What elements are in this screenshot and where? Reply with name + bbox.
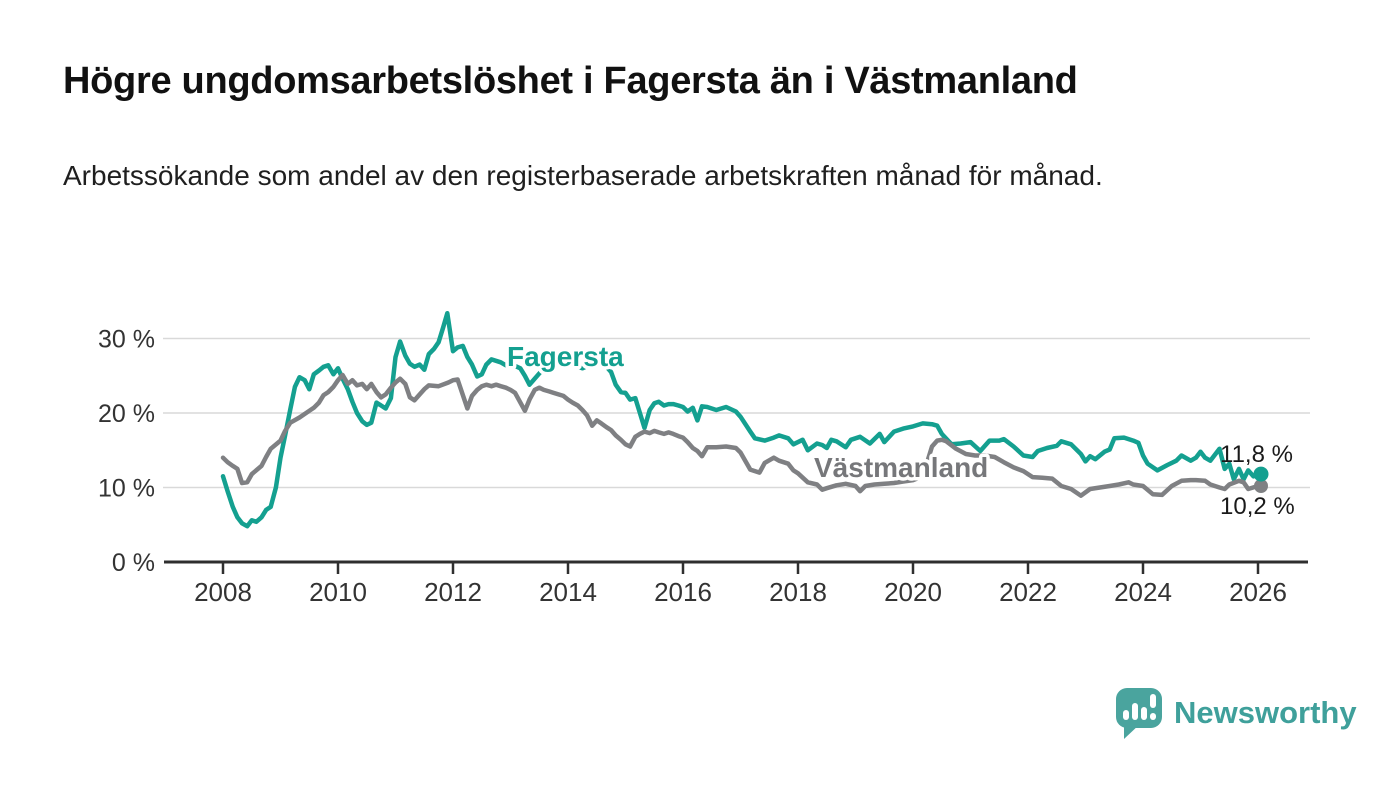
vastmanland-end-value: 10,2 % — [1220, 493, 1295, 520]
x-tick-label-2020: 2020 — [884, 577, 942, 607]
x-tick-label-2022: 2022 — [999, 577, 1057, 607]
fagersta-line — [220, 310, 1261, 529]
x-tick-label-2010: 2010 — [309, 577, 367, 607]
x-tick-label-2008: 2008 — [194, 577, 252, 607]
x-tick-label-2014: 2014 — [539, 577, 597, 607]
fagersta-end-value: 11,8 % — [1220, 441, 1293, 468]
vastmanland-line — [220, 372, 1261, 498]
y-tick-label-0: 0 % — [112, 549, 155, 577]
newsworthy-logo-text: Newsworthy — [1174, 695, 1357, 730]
y-tick-label-20: 20 % — [98, 400, 155, 428]
y-tick-label-10: 10 % — [98, 475, 155, 503]
x-tick-label-2024: 2024 — [1114, 577, 1172, 607]
fagersta-end-dot — [1253, 466, 1269, 482]
newsworthy-logo-icon — [1116, 688, 1162, 739]
page-subtitle: Arbetssökande som andel av den registerb… — [63, 160, 1103, 191]
fagersta-label: Fagersta — [507, 341, 624, 372]
page-title: Högre ungdomsarbetslöshet i Fagersta än … — [63, 60, 1078, 102]
x-tick-label-2016: 2016 — [654, 577, 712, 607]
x-tick-label-2012: 2012 — [424, 577, 482, 607]
newsworthy-logo: Newsworthy — [1114, 686, 1357, 740]
y-tick-label-30: 30 % — [98, 326, 155, 354]
x-tick-label-2018: 2018 — [769, 577, 827, 607]
vastmanland-end-dot — [1254, 479, 1268, 494]
x-tick-label-2026: 2026 — [1229, 577, 1287, 607]
vastmanland-label: Västmanland — [814, 452, 988, 483]
